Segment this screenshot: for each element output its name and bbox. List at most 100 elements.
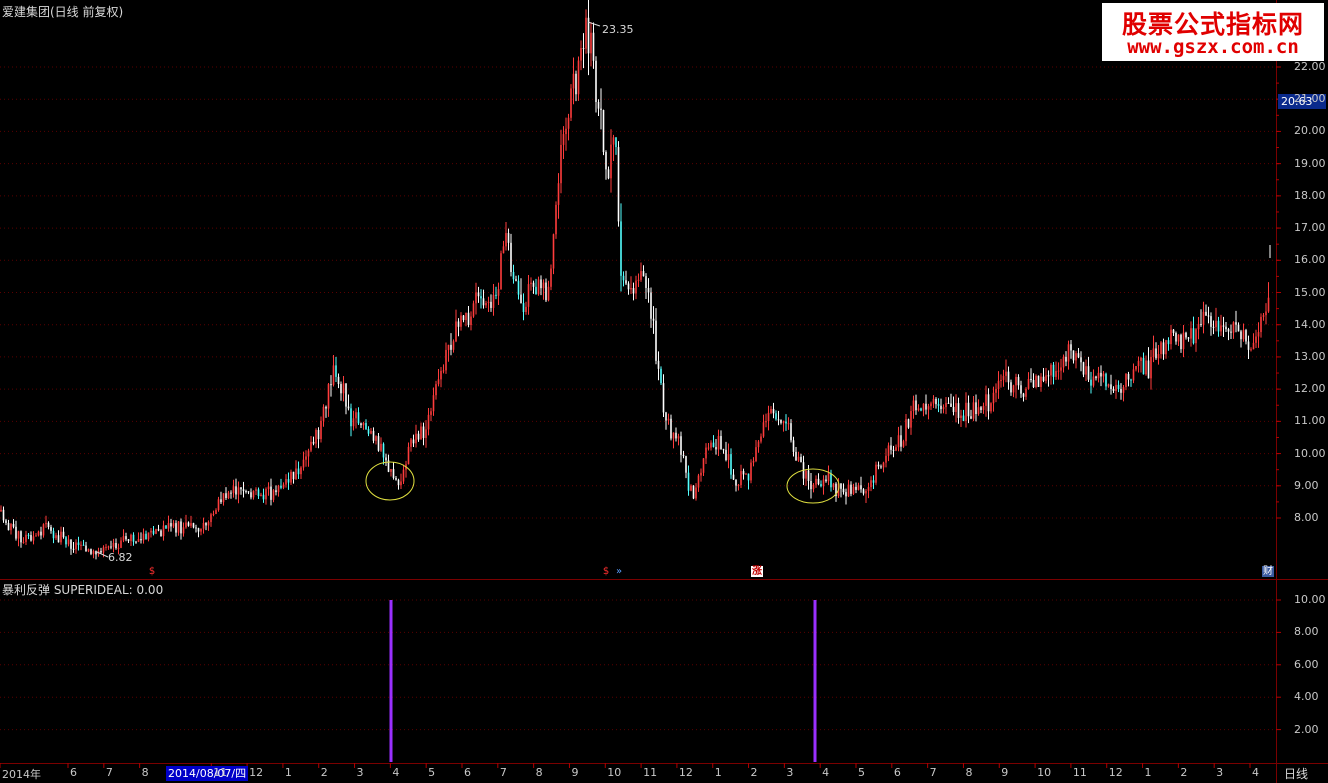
candle-body <box>877 464 880 467</box>
candle-body <box>132 534 135 542</box>
candle-body <box>380 443 382 451</box>
current-price-tag: 20.63 <box>1278 94 1326 109</box>
candle-body <box>125 536 127 540</box>
candle-body <box>800 456 802 463</box>
candle-body <box>57 535 60 543</box>
zhang-marker[interactable]: 涨 <box>751 566 763 577</box>
candle-body <box>465 312 467 321</box>
price-axis-label: 16.00 <box>1294 253 1326 267</box>
candle-body <box>1185 332 1187 338</box>
candle-body <box>1005 371 1007 376</box>
candle-body <box>1117 384 1120 390</box>
candle-body <box>82 544 85 546</box>
dollar-marker-2[interactable]: $ <box>602 566 610 577</box>
candle-body <box>385 457 387 461</box>
candle-body <box>687 472 690 491</box>
candle-body <box>862 489 865 494</box>
candle-body <box>1175 332 1177 342</box>
cai-marker[interactable]: 财 <box>1262 566 1274 577</box>
candle-body <box>370 430 372 434</box>
price-axis-label: 8.00 <box>1294 511 1319 524</box>
candle-body <box>1122 386 1125 393</box>
price-axis-label: 10.00 <box>1294 446 1326 460</box>
candle-body <box>1040 376 1042 387</box>
candle-body <box>212 513 215 515</box>
candle-body <box>397 479 400 486</box>
candle-body <box>927 406 930 410</box>
period-label[interactable]: 日线 <box>1284 767 1309 781</box>
candle-body <box>1167 340 1170 345</box>
candle-body <box>450 344 452 350</box>
candle-body <box>747 473 750 481</box>
candle-body <box>1035 375 1037 388</box>
time-axis-label: 4 <box>392 766 400 779</box>
candle-body <box>440 370 442 380</box>
candle-body <box>322 406 325 421</box>
candle-body <box>335 365 337 377</box>
candle-body <box>225 493 227 499</box>
candle-body <box>1000 379 1002 381</box>
candle-body <box>610 144 612 179</box>
candle-body <box>187 522 190 526</box>
candle-body <box>1045 375 1047 381</box>
candle-body <box>1250 349 1252 351</box>
dollar-marker-1[interactable]: $ <box>148 566 156 577</box>
candle-body <box>1075 353 1077 361</box>
candle-body <box>327 384 330 409</box>
candle-body <box>160 530 162 537</box>
candle-body <box>1052 364 1055 377</box>
high-pointer <box>587 21 601 27</box>
candle-body <box>255 489 257 491</box>
candle-body <box>170 523 172 527</box>
candle-body <box>185 522 187 528</box>
candle-body <box>17 531 20 539</box>
candle-body <box>410 439 412 447</box>
candle-body <box>1217 320 1220 332</box>
indicator-signals <box>389 600 817 762</box>
candle-body <box>670 418 672 439</box>
candle-body <box>562 134 565 145</box>
candle-body <box>287 479 290 483</box>
candle-body <box>540 279 542 289</box>
candle-body <box>895 447 897 451</box>
candle-body <box>890 445 892 450</box>
candle-body <box>447 344 450 350</box>
price-axis-label: 11.00 <box>1294 414 1326 428</box>
candle-body <box>1202 311 1205 325</box>
candle-body <box>20 531 22 543</box>
candle-body <box>1262 315 1265 317</box>
time-axis-label: 5 <box>428 766 436 779</box>
candle-body <box>400 481 402 486</box>
candle-body <box>317 429 320 440</box>
candle-body <box>1222 325 1225 327</box>
candle-body <box>1247 341 1250 350</box>
candle-body <box>845 492 847 497</box>
arrow-marker[interactable]: » <box>615 566 623 577</box>
price-axis-label: 18.00 <box>1294 188 1326 202</box>
candle-body <box>67 539 70 545</box>
candle-body <box>875 464 877 483</box>
candle-body <box>985 394 987 406</box>
candle-body <box>1130 379 1132 381</box>
candle-body <box>177 521 180 533</box>
price-axis-label: 13.00 <box>1294 349 1326 363</box>
candle-body <box>1225 326 1227 330</box>
candles <box>0 0 1270 560</box>
candle-body <box>92 551 95 554</box>
candle-body <box>350 408 352 427</box>
candle-body <box>667 418 670 421</box>
candle-body <box>850 484 852 494</box>
candle-body <box>950 403 952 407</box>
candle-body <box>247 491 250 493</box>
price-axis-label: 14.00 <box>1294 317 1326 331</box>
candle-body <box>722 449 725 451</box>
candle-body <box>987 394 990 412</box>
candle-body <box>342 383 345 394</box>
candle-body <box>880 466 882 468</box>
candle-body <box>345 383 347 407</box>
candle-body <box>135 541 137 543</box>
candle-body <box>855 486 857 490</box>
candle-body <box>565 128 567 135</box>
time-axis-label: 3 <box>356 766 364 779</box>
